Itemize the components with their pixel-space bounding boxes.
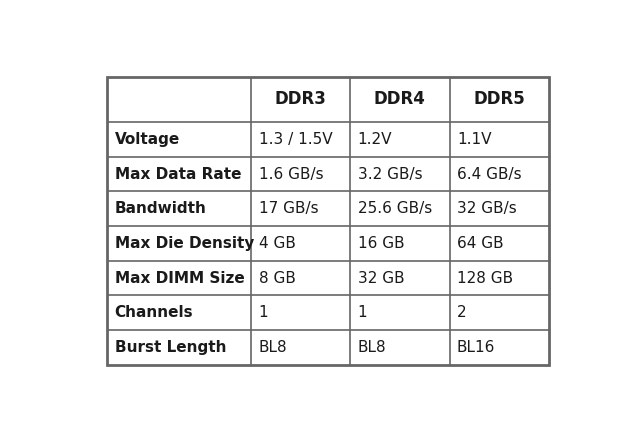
- Text: 3.2 GB/s: 3.2 GB/s: [358, 166, 422, 182]
- Text: 25.6 GB/s: 25.6 GB/s: [358, 201, 432, 216]
- Text: 128 GB: 128 GB: [457, 271, 513, 285]
- Text: DDR4: DDR4: [374, 90, 426, 108]
- Text: 2: 2: [457, 305, 467, 320]
- Text: DDR5: DDR5: [473, 90, 525, 108]
- Text: 16 GB: 16 GB: [358, 236, 404, 251]
- Text: 1.2V: 1.2V: [358, 132, 392, 147]
- Text: 17 GB/s: 17 GB/s: [259, 201, 318, 216]
- Text: Channels: Channels: [115, 305, 193, 320]
- Bar: [108, 76, 548, 365]
- Text: Bandwidth: Bandwidth: [115, 201, 207, 216]
- Text: 1.1V: 1.1V: [457, 132, 492, 147]
- Text: 1.6 GB/s: 1.6 GB/s: [259, 166, 323, 182]
- Text: BL16: BL16: [457, 340, 495, 355]
- Text: BL8: BL8: [259, 340, 287, 355]
- Text: 32 GB: 32 GB: [358, 271, 404, 285]
- Text: Max Data Rate: Max Data Rate: [115, 166, 241, 182]
- Text: 64 GB: 64 GB: [457, 236, 504, 251]
- Text: 6.4 GB/s: 6.4 GB/s: [457, 166, 522, 182]
- Text: Max Die Density: Max Die Density: [115, 236, 254, 251]
- Text: Burst Length: Burst Length: [115, 340, 226, 355]
- Text: 1: 1: [259, 305, 268, 320]
- Text: 4 GB: 4 GB: [259, 236, 296, 251]
- Text: BL8: BL8: [358, 340, 387, 355]
- Text: 8 GB: 8 GB: [259, 271, 296, 285]
- Text: 32 GB/s: 32 GB/s: [457, 201, 516, 216]
- Text: DDR3: DDR3: [275, 90, 326, 108]
- Text: 1.3 / 1.5V: 1.3 / 1.5V: [259, 132, 332, 147]
- Bar: [108, 76, 548, 365]
- Text: Voltage: Voltage: [115, 132, 180, 147]
- Text: 1: 1: [358, 305, 367, 320]
- Text: Max DIMM Size: Max DIMM Size: [115, 271, 244, 285]
